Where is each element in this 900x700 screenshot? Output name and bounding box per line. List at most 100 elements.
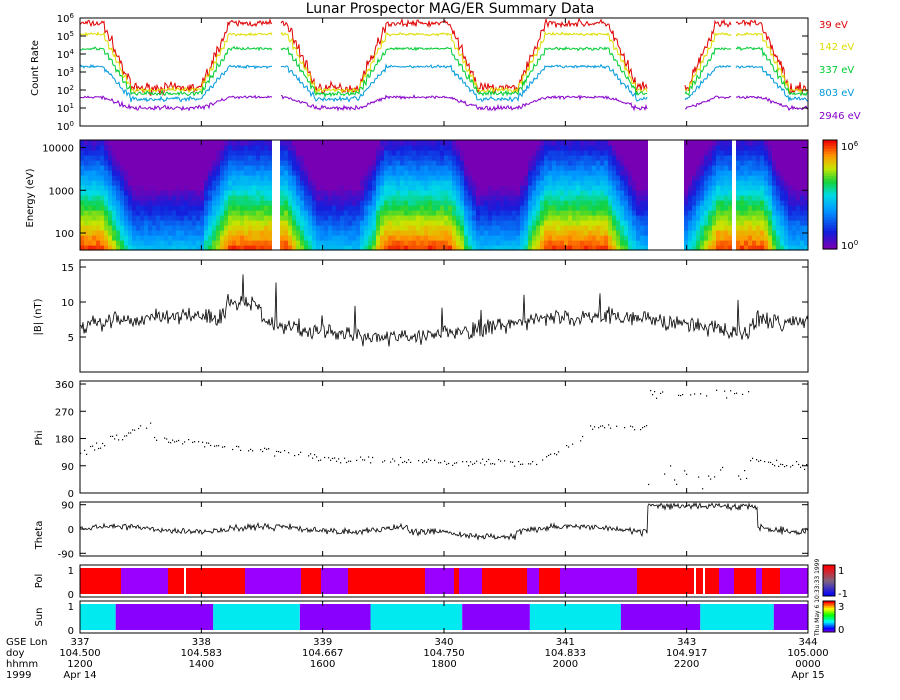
spectrogram-cell [236, 175, 240, 181]
spectrogram-cell [512, 155, 516, 161]
spectrogram-cell [224, 155, 228, 161]
phi-point [278, 451, 280, 453]
spectrogram-cell [484, 215, 488, 221]
spectrogram-cell [780, 200, 784, 206]
spectrogram-cell [468, 220, 472, 226]
spectrogram-cell [684, 210, 688, 216]
spectrogram-cell [316, 175, 320, 181]
count-rate-ytick-label-5: 101 [57, 102, 74, 115]
spectrogram-cell [724, 160, 728, 166]
spectrogram-cell [528, 245, 532, 251]
spectrogram-cell [180, 155, 184, 161]
spectrogram-cell [468, 235, 472, 241]
spectrogram-cell [612, 140, 616, 146]
spectrogram-cell [556, 145, 560, 151]
spectrogram-cell [432, 225, 436, 231]
spectrogram-cell [96, 240, 100, 246]
spectrogram-cell [108, 150, 112, 156]
spectrogram-cell [104, 215, 108, 221]
spectrogram-cell [632, 210, 636, 216]
spectrogram-cell [380, 190, 384, 196]
spectrogram-cell [344, 215, 348, 221]
spectrogram-cell [452, 195, 456, 201]
spectrogram-colorbar-cell [823, 142, 837, 147]
spectrogram-cell [364, 240, 368, 246]
spectrogram-cell [144, 210, 148, 216]
spectrogram-cell [728, 185, 732, 191]
phi-point [172, 439, 174, 441]
spectrogram-cell [324, 220, 328, 226]
spectrogram-cell [260, 160, 264, 166]
spectrogram-cell [744, 140, 748, 146]
spectrogram-cell [752, 170, 756, 176]
phi-point [798, 463, 800, 466]
spectrogram-cell [632, 160, 636, 166]
spectrogram-cell [416, 145, 420, 151]
spectrogram-cell [744, 160, 748, 166]
phi-point [482, 458, 484, 460]
spectrogram-cell [740, 140, 744, 146]
spectrogram-cell [116, 160, 120, 166]
spectrogram-cell [236, 185, 240, 191]
phi-point [440, 462, 442, 464]
spectrogram-cell [236, 245, 240, 251]
spectrogram-cell [792, 185, 796, 191]
spectrogram-cell [740, 160, 744, 166]
sun-segment-2 [213, 604, 300, 630]
spectrogram-cell [216, 240, 220, 246]
spectrogram-cell [792, 190, 796, 196]
spectrogram-cell [548, 150, 552, 156]
spectrogram-cell [612, 230, 616, 236]
spectrogram-colorbar-cell [823, 140, 837, 144]
spectrogram-cell [180, 225, 184, 231]
spectrogram-cell [756, 225, 760, 231]
spectrogram-cell [528, 160, 532, 166]
spectrogram-cell [376, 155, 380, 161]
spectrogram-colorbar-cell [823, 145, 837, 149]
spectrogram-cell [296, 190, 300, 196]
spectrogram-cell [624, 150, 628, 156]
spectrogram-cell [292, 170, 296, 176]
spectrogram-cell [224, 165, 228, 171]
spectrogram-cell [452, 180, 456, 186]
spectrogram-cell [112, 185, 116, 191]
spectrogram-cell [636, 175, 640, 181]
spectrogram-cell [568, 190, 572, 196]
spectrogram-cell [108, 175, 112, 181]
spectrogram-colorbar-cell [823, 224, 837, 228]
spectrogram-cell [384, 215, 388, 221]
phi-point [566, 445, 568, 447]
spectrogram-cell [124, 220, 128, 226]
spectrogram-colorbar-cell [823, 189, 837, 193]
sun-colorbar-cell [823, 619, 835, 622]
spectrogram-cell [712, 220, 716, 226]
spectrogram-cell [800, 165, 804, 171]
spectrogram-cell [188, 165, 192, 171]
spectrogram-cell [308, 160, 312, 166]
spectrogram-cell [576, 195, 580, 201]
spectrogram-cell [284, 170, 288, 176]
spectrogram-cell [336, 140, 340, 146]
spectrogram-cell [496, 150, 500, 156]
spectrogram-cell [204, 170, 208, 176]
spectrogram-cell [780, 195, 784, 201]
spectrogram-cell [572, 160, 576, 166]
spectrogram-cell [712, 205, 716, 211]
spectrogram-cell [600, 230, 604, 236]
spectrogram-colorbar-cell [823, 246, 837, 250]
spectrogram-cell [156, 200, 160, 206]
spectrogram-cell [308, 215, 312, 221]
spectrogram-cell [452, 165, 456, 171]
spectrogram-cell [492, 195, 496, 201]
spectrogram-cell [384, 240, 388, 246]
spectrogram-cell [524, 160, 528, 166]
spectrogram-cell [392, 205, 396, 211]
spectrogram-cell [432, 175, 436, 181]
spectrogram-cell [356, 245, 360, 251]
spectrogram-cell [332, 165, 336, 171]
spectrogram-cell [712, 150, 716, 156]
spectrogram-cell [416, 155, 420, 161]
spectrogram-cell [692, 220, 696, 226]
spectrogram-cell [596, 190, 600, 196]
spectrogram-cell [308, 155, 312, 161]
